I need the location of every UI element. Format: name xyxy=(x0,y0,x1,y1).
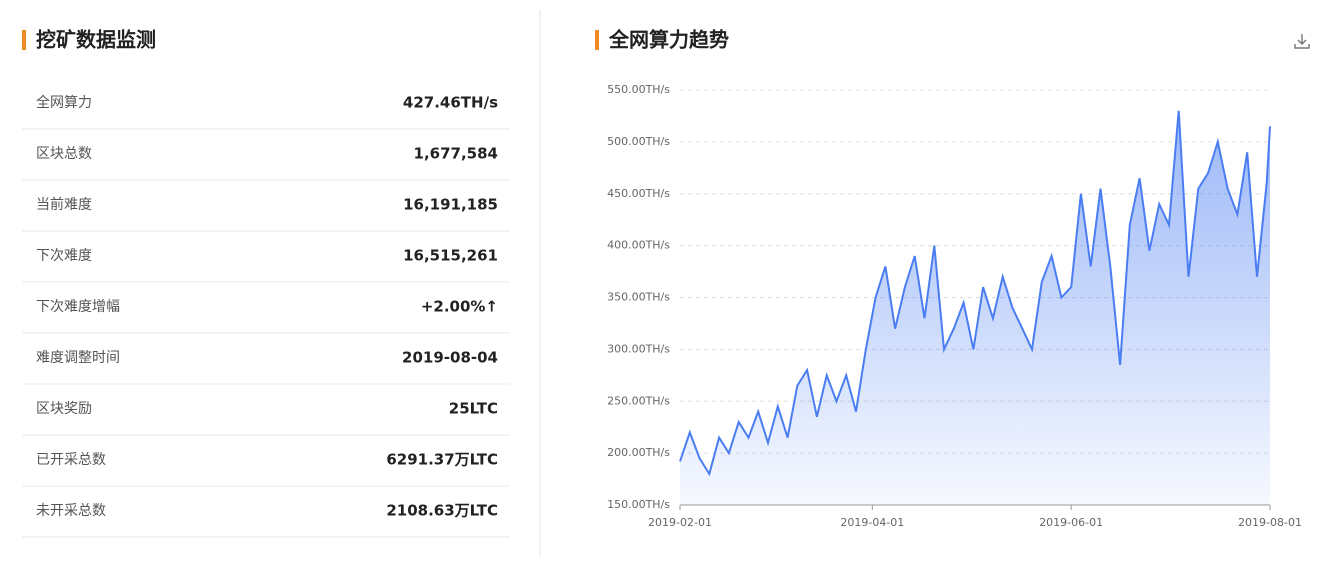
y-tick-label: 350.00TH/s xyxy=(607,291,670,304)
x-tick-label: 2019-06-01 xyxy=(1039,516,1103,529)
row-value: 427.46TH/s xyxy=(403,94,498,112)
x-tick-label: 2019-08-01 xyxy=(1238,516,1302,529)
row-label: 区块总数 xyxy=(36,146,92,162)
panel-title: 挖矿数据监测 xyxy=(36,28,156,52)
y-tick-label: 150.00TH/s xyxy=(607,498,670,511)
chart-title: 全网算力趋势 xyxy=(608,28,729,52)
row-value: 6291.37万LTC xyxy=(386,451,498,469)
row-label: 难度调整时间 xyxy=(36,350,120,366)
line xyxy=(679,110,1271,477)
y-tick-label: 300.00TH/s xyxy=(607,342,670,355)
row-label: 下次难度 xyxy=(36,248,92,264)
y-tick-label: 450.00TH/s xyxy=(607,187,670,200)
title-accent xyxy=(22,30,26,50)
row-value: 16,191,185 xyxy=(403,196,498,214)
row-value: +2.00%↑ xyxy=(421,298,498,316)
row-label: 当前难度 xyxy=(36,196,92,213)
y-tick-label: 400.00TH/s xyxy=(607,239,670,252)
download-icon[interactable] xyxy=(1294,34,1310,49)
row-value: 2019-08-04 xyxy=(402,349,498,367)
row-label: 区块奖励 xyxy=(36,400,92,417)
row-value: 1,677,584 xyxy=(414,145,498,163)
row-label: 下次难度增幅 xyxy=(36,299,120,315)
y-tick-label: 250.00TH/s xyxy=(607,394,670,407)
row-label: 全网算力 xyxy=(36,94,92,111)
y-tick-label: 550.00TH/s xyxy=(607,83,670,96)
y-tick-label: 500.00TH/s xyxy=(607,135,670,148)
row-value: 16,515,261 xyxy=(403,247,498,265)
row-value: 25LTC xyxy=(449,400,498,418)
row-label: 已开采总数 xyxy=(36,452,106,468)
area xyxy=(680,110,1270,506)
x-tick-label: 2019-02-01 xyxy=(648,516,712,529)
row-label: 未开采总数 xyxy=(36,503,106,519)
title-accent xyxy=(595,30,599,50)
row-value: 2108.63万LTC xyxy=(386,502,498,520)
x-tick-label: 2019-04-01 xyxy=(840,516,904,529)
y-tick-label: 200.00TH/s xyxy=(607,446,670,459)
